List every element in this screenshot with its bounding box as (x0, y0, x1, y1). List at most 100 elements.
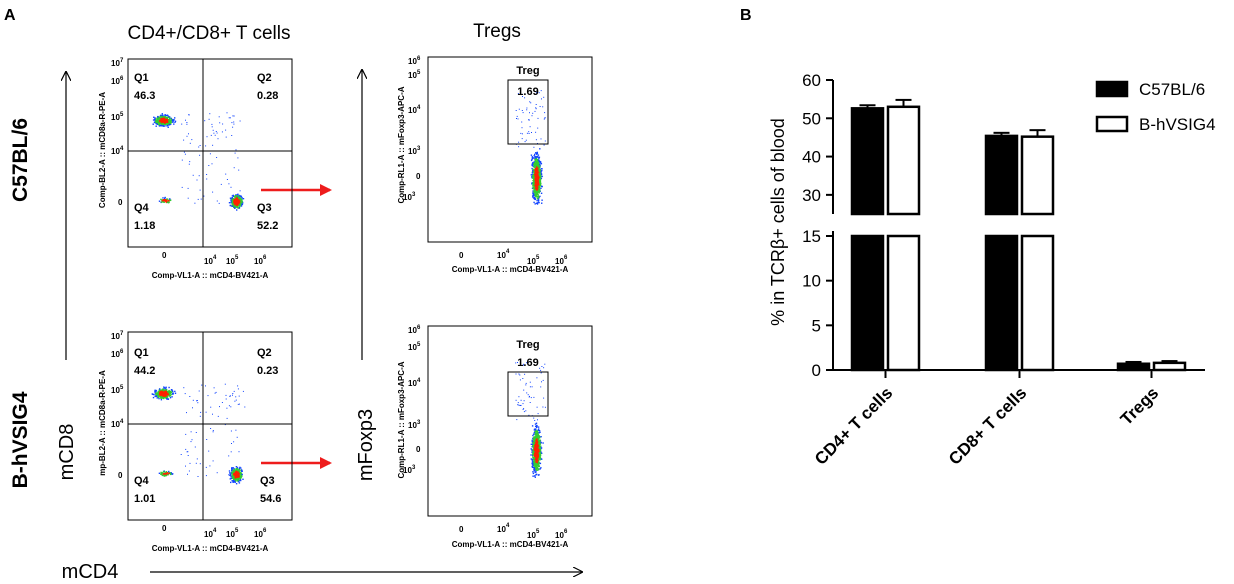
treg-y-axis-title: Comp-RL1-A :: mFoxp3-APC-A (397, 361, 406, 478)
y-axis-label: % in TCRβ+ cells of blood (768, 118, 788, 326)
q4-value: 1.01 (134, 493, 155, 505)
q2-value: 0.23 (257, 365, 278, 377)
bar-upper (1020, 135, 1055, 216)
svg-text:10: 10 (111, 147, 120, 156)
svg-text:10: 10 (497, 525, 506, 534)
svg-text:10: 10 (408, 57, 417, 66)
svg-text:10: 10 (111, 77, 120, 86)
svg-text:10: 10 (111, 350, 120, 359)
q1-label: Q1 (134, 72, 149, 84)
flow-plot-c57-treg: Treg 1.69 10 6 10 5 10 4 10 3 0 10 3 0 10 4 10… (397, 56, 593, 274)
q1-label: Q1 (134, 347, 149, 359)
q4-value: 1.18 (134, 220, 155, 232)
panel-b-letter: B (740, 7, 752, 24)
svg-text:10: 10 (497, 251, 506, 260)
svg-text:10: 10 (204, 530, 213, 539)
y-tick-label: 30 (802, 186, 821, 205)
foxp3-axis-label: mFoxp3 (355, 409, 377, 481)
svg-text:4: 4 (120, 146, 124, 152)
svg-text:5: 5 (235, 528, 239, 534)
svg-text:6: 6 (564, 529, 568, 535)
row1-label: C57BL/6 (9, 118, 32, 202)
q4-label: Q4 (134, 475, 150, 487)
cd8-axis-label: mCD8 (56, 424, 78, 481)
treg-x-axis-title: Comp-VL1-A :: mCD4-BV421-A (452, 265, 569, 274)
svg-text:0: 0 (162, 251, 167, 260)
svg-text:10: 10 (408, 71, 417, 80)
svg-text:6: 6 (564, 255, 568, 261)
svg-text:10: 10 (527, 257, 536, 266)
svg-text:10: 10 (111, 420, 120, 429)
y-tick-label: 5 (812, 316, 821, 335)
bar-upper (886, 105, 921, 216)
svg-text:4: 4 (417, 105, 421, 111)
svg-text:4: 4 (506, 523, 510, 529)
treg-gate-label: Treg (516, 339, 539, 351)
svg-text:10: 10 (403, 466, 412, 475)
svg-text:0: 0 (118, 471, 123, 480)
x-tick-label: Tregs (1117, 383, 1163, 429)
svg-text:10: 10 (555, 531, 564, 540)
svg-text:0: 0 (162, 524, 167, 533)
svg-text:10: 10 (555, 257, 564, 266)
bar-lower (850, 234, 885, 372)
q4-label: Q4 (134, 202, 150, 214)
treg-gate-label: Treg (516, 65, 539, 77)
svg-text:10: 10 (254, 530, 263, 539)
svg-text:0: 0 (416, 445, 421, 454)
svg-text:5: 5 (235, 255, 239, 261)
q2-value: 0.28 (257, 90, 278, 102)
svg-text:6: 6 (263, 528, 267, 534)
bar-upper (984, 134, 1019, 216)
treg-gate (507, 371, 549, 417)
svg-text:5: 5 (417, 70, 421, 76)
svg-text:3: 3 (412, 465, 416, 471)
x-tick-label: CD4+ T cells (811, 383, 896, 468)
panel-a-letter: A (4, 7, 16, 24)
svg-text:10: 10 (408, 343, 417, 352)
svg-text:4: 4 (213, 528, 217, 534)
treg-gate (507, 79, 549, 145)
svg-text:10: 10 (527, 531, 536, 540)
treg-x-axis-title: Comp-VL1-A :: mCD4-BV421-A (452, 540, 569, 549)
flow-plot-hvsig4-quadrant: Q1 44.2 Q2 0.23 Q4 1.01 Q3 54.6 10 7 10 6 … (98, 331, 293, 553)
q1-value: 46.3 (134, 90, 155, 102)
q3-value: 54.6 (260, 493, 281, 505)
col1-title: CD4+/CD8+ T cells (128, 23, 291, 44)
q1-value: 44.2 (134, 365, 155, 377)
quad-y-axis-title: Comp-BL2-A :: mCD8a-R-PE-A (98, 92, 107, 208)
q2-label: Q2 (257, 347, 272, 359)
svg-text:4: 4 (506, 249, 510, 255)
svg-text:5: 5 (120, 112, 124, 118)
cd4-axis-label: mCD4 (62, 561, 119, 583)
svg-text:10: 10 (226, 530, 235, 539)
treg-y-axis-title: Comp-RL1-A :: mFoxp3-APC-A (397, 86, 406, 203)
svg-text:4: 4 (120, 419, 124, 425)
bar-lower (1020, 234, 1055, 372)
svg-text:10: 10 (111, 332, 120, 341)
y-tick-label: 50 (802, 109, 821, 128)
svg-text:10: 10 (254, 257, 263, 266)
svg-text:10: 10 (408, 147, 417, 156)
treg-gate-value: 1.69 (517, 357, 538, 369)
svg-text:10: 10 (111, 113, 120, 122)
bar (1152, 361, 1187, 372)
y-tick-label: 40 (802, 148, 821, 167)
svg-text:3: 3 (417, 420, 421, 426)
row2-label: B-hVSIG4 (9, 391, 32, 488)
q3-value: 52.2 (257, 220, 278, 232)
treg-gate-value: 1.69 (517, 86, 538, 98)
flow-plot-c57-quadrant: Q1 46.3 Q2 0.28 Q4 1.18 Q3 52.2 10 7 10 6 … (98, 58, 293, 280)
legend-label: C57BL/6 (1139, 80, 1205, 99)
svg-text:10: 10 (226, 257, 235, 266)
svg-text:5: 5 (120, 385, 124, 391)
svg-text:10: 10 (204, 257, 213, 266)
quad-x-axis-title: Comp-VL1-A :: mCD4-BV421-A (152, 271, 269, 280)
svg-text:10: 10 (408, 106, 417, 115)
bar-lower (984, 234, 1019, 372)
bar-upper (850, 107, 885, 216)
legend-label: B-hVSIG4 (1139, 115, 1216, 134)
svg-text:6: 6 (263, 255, 267, 261)
